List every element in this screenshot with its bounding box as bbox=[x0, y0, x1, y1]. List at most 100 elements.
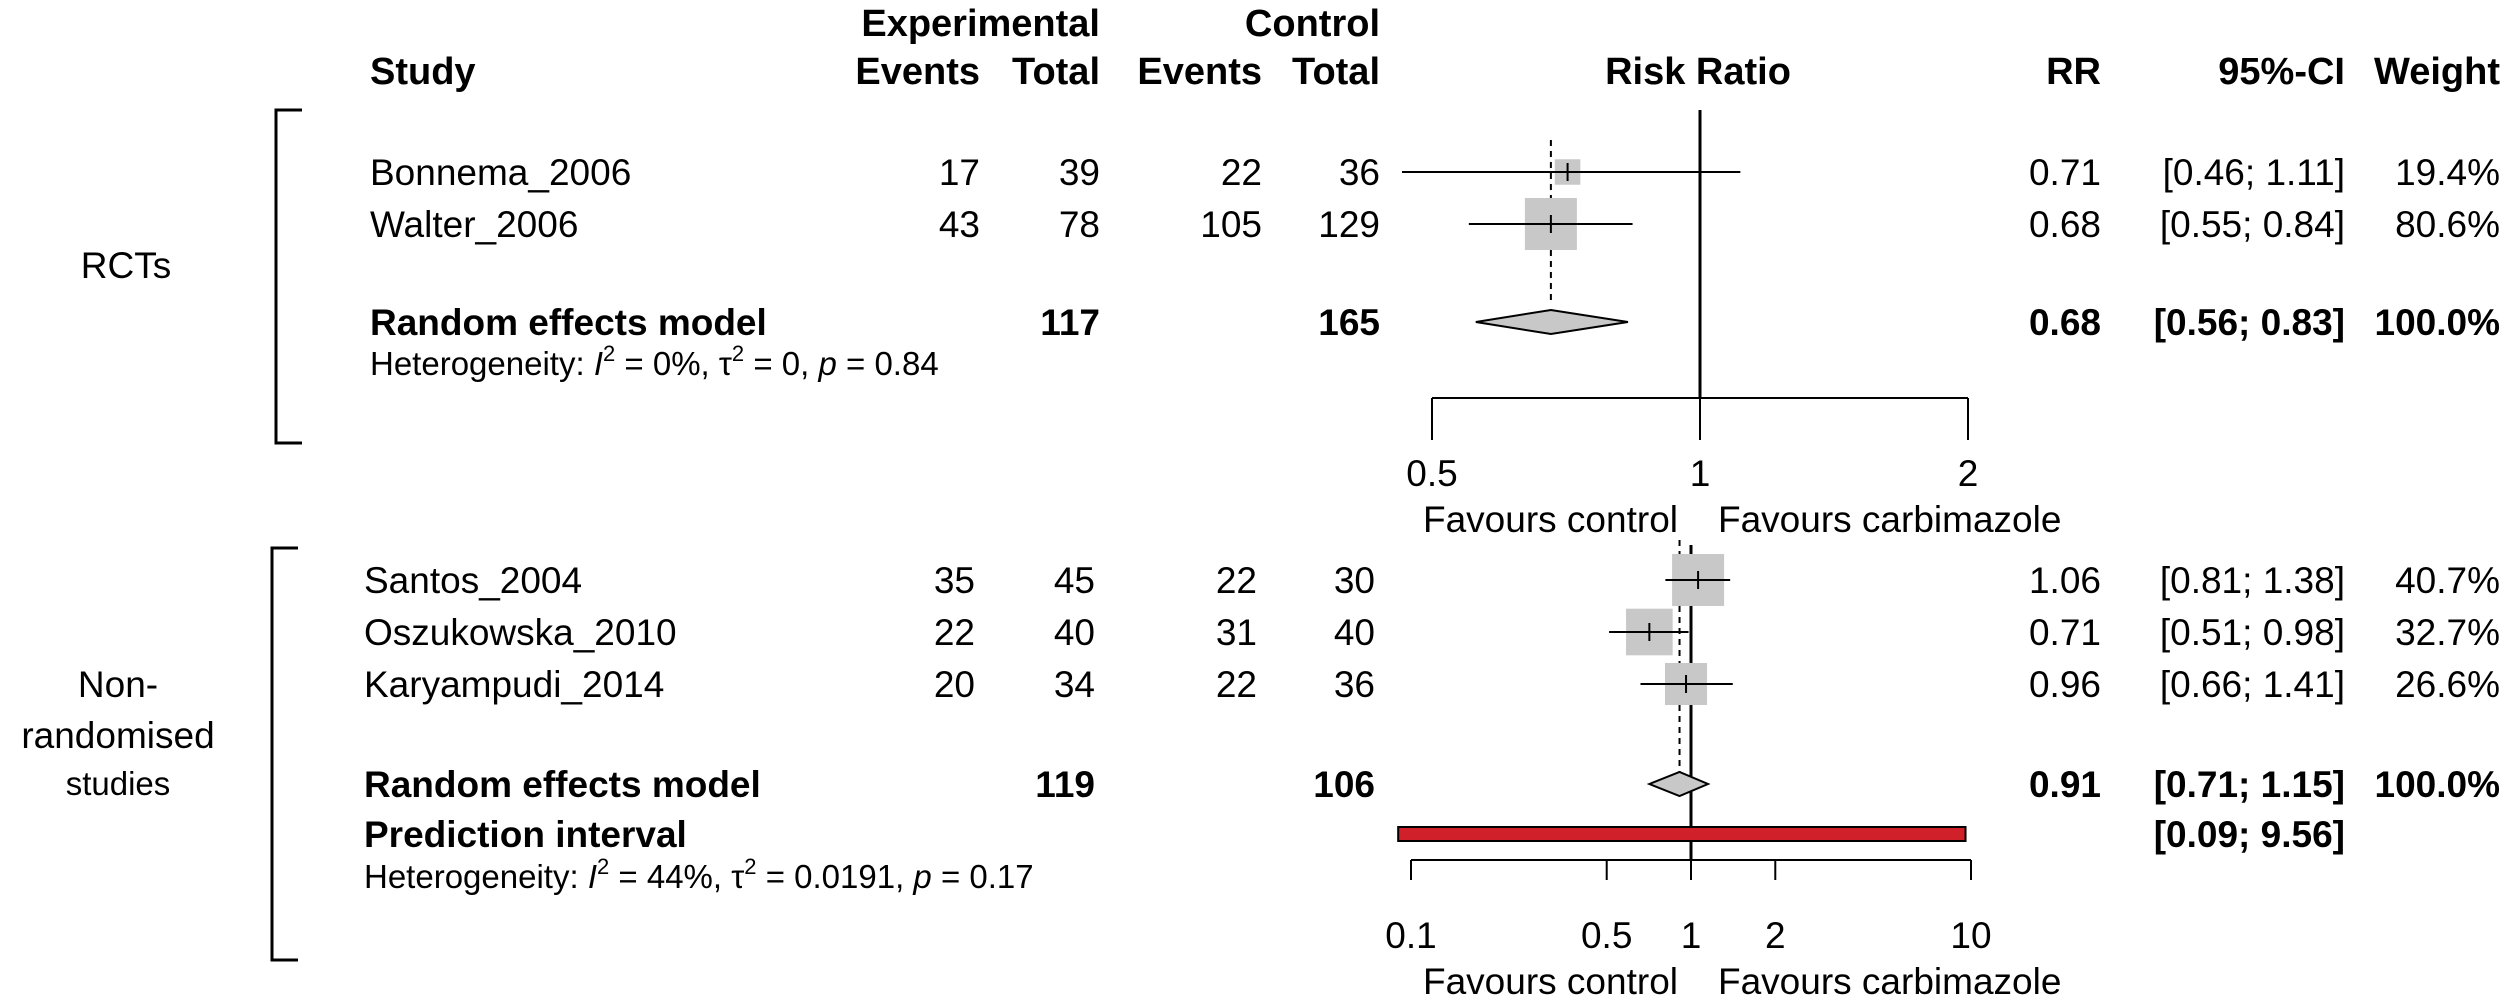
study-name: Bonnema_2006 bbox=[370, 152, 631, 193]
x-axis-tick-label: 1 bbox=[1681, 915, 1702, 956]
ci-value: [0.46; 1.11] bbox=[2163, 152, 2345, 193]
study-name: Santos_2004 bbox=[364, 560, 582, 601]
heterogeneity-part: = bbox=[932, 858, 970, 895]
group-label: randomised bbox=[21, 715, 214, 756]
pooled-diamond bbox=[1475, 308, 1629, 336]
heterogeneity-part: 0.17 bbox=[969, 858, 1033, 895]
heterogeneity-text: Heterogeneity: I2 = 44%, τ2 = 0.0191, p … bbox=[364, 854, 1034, 895]
exp-events: 22 bbox=[934, 612, 975, 653]
heterogeneity-part: p bbox=[912, 858, 931, 895]
heterogeneity-part: I bbox=[594, 345, 603, 382]
favours-right-label: Favours carbimazole bbox=[1718, 499, 2061, 540]
rr-value: 1.06 bbox=[2029, 560, 2101, 601]
ctrl-events: 22 bbox=[1221, 152, 1262, 193]
pooled-rr: 0.91 bbox=[2029, 764, 2101, 805]
study-name: Karyampudi_2014 bbox=[364, 664, 664, 705]
heterogeneity-part: , bbox=[895, 858, 913, 895]
x-axis-tick-label: 10 bbox=[1950, 915, 1991, 956]
exp-total: 45 bbox=[1054, 560, 1095, 601]
pooled-label: Random effects model bbox=[364, 764, 761, 805]
exp-events: 35 bbox=[934, 560, 975, 601]
ctrl-total: 129 bbox=[1318, 204, 1380, 245]
group-label: RCTs bbox=[81, 245, 171, 286]
pooled-exp-total: 117 bbox=[1040, 302, 1100, 343]
heterogeneity-part: 2 bbox=[732, 341, 744, 366]
header-weight: Weight bbox=[2374, 51, 2500, 93]
ctrl-total: 40 bbox=[1334, 612, 1375, 653]
header-rr: RR bbox=[2046, 51, 2101, 93]
heterogeneity-part: Heterogeneity: bbox=[364, 858, 588, 895]
heterogeneity-part: = bbox=[609, 858, 647, 895]
rr-value: 0.96 bbox=[2029, 664, 2101, 705]
group-bracket bbox=[274, 108, 302, 445]
header-study: Study bbox=[370, 51, 476, 93]
x-axis-tick-label: 1 bbox=[1690, 453, 1711, 494]
exp-total: 40 bbox=[1054, 612, 1095, 653]
pooled-exp-total: 119 bbox=[1035, 764, 1095, 805]
heterogeneity-part: Heterogeneity: bbox=[370, 345, 594, 382]
pooled-rr: 0.68 bbox=[2029, 302, 2101, 343]
heterogeneity-text: Heterogeneity: I2 = 0%, τ2 = 0, p = 0.84 bbox=[370, 341, 939, 382]
heterogeneity-part: 2 bbox=[603, 341, 615, 366]
exp-events: 17 bbox=[939, 152, 980, 193]
pooled-diamond bbox=[1646, 770, 1711, 798]
heterogeneity-part: 2 bbox=[744, 854, 756, 879]
header-ci: 95%-CI bbox=[2218, 51, 2345, 93]
group-bracket bbox=[270, 546, 298, 962]
header-ctrl-total: Total bbox=[1292, 51, 1380, 93]
rr-value: 0.68 bbox=[2029, 204, 2101, 245]
pooled-label: Random effects model bbox=[370, 302, 767, 343]
x-axis-tick-label: 2 bbox=[1958, 453, 1979, 494]
group-label: studies bbox=[66, 765, 171, 802]
ctrl-events: 22 bbox=[1216, 664, 1257, 705]
heterogeneity-part: = bbox=[615, 345, 653, 382]
ci-value: [0.66; 1.41] bbox=[2160, 664, 2345, 705]
heterogeneity-part: I bbox=[588, 858, 597, 895]
heterogeneity-part: = bbox=[757, 858, 795, 895]
x-axis-tick-label: 2 bbox=[1765, 915, 1786, 956]
x-axis-tick-label: 0.1 bbox=[1385, 915, 1436, 956]
heterogeneity-part: 0% bbox=[653, 345, 701, 382]
ctrl-events: 31 bbox=[1216, 612, 1257, 653]
heterogeneity-part: 2 bbox=[597, 854, 609, 879]
x-axis-tick-label: 0.5 bbox=[1581, 915, 1632, 956]
ci-value: [0.81; 1.38] bbox=[2160, 560, 2345, 601]
pooled-ci: [0.56; 0.83] bbox=[2154, 302, 2345, 343]
heterogeneity-part: = bbox=[837, 345, 875, 382]
ci-value: [0.51; 0.98] bbox=[2160, 612, 2345, 653]
weight-value: 40.7% bbox=[2395, 560, 2500, 601]
weight-value: 32.7% bbox=[2395, 612, 2500, 653]
header-ctrl-events: Events bbox=[1137, 51, 1262, 93]
heterogeneity-part: = bbox=[744, 345, 782, 382]
header-experimental: Experimental bbox=[861, 3, 1100, 45]
pooled-ctrl-total: 106 bbox=[1313, 764, 1375, 805]
ctrl-total: 30 bbox=[1334, 560, 1375, 601]
ci-value: [0.55; 0.84] bbox=[2160, 204, 2345, 245]
study-name: Walter_2006 bbox=[370, 204, 578, 245]
exp-events: 43 bbox=[939, 204, 980, 245]
favours-right-label: Favours carbimazole bbox=[1718, 961, 2061, 1002]
weight-value: 80.6% bbox=[2395, 204, 2500, 245]
heterogeneity-part: 44% bbox=[647, 858, 713, 895]
pooled-weight: 100.0% bbox=[2375, 302, 2501, 343]
favours-left-label: Favours control bbox=[1423, 961, 1678, 1002]
study-name: Oszukowska_2010 bbox=[364, 612, 677, 653]
header-exp-events: Events bbox=[855, 51, 980, 93]
heterogeneity-part: p bbox=[817, 345, 836, 382]
favours-left-label: Favours control bbox=[1423, 499, 1678, 540]
exp-events: 20 bbox=[934, 664, 975, 705]
pooled-ci: [0.71; 1.15] bbox=[2154, 764, 2345, 805]
group-label: Non- bbox=[78, 664, 158, 705]
prediction-ci: [0.09; 9.56] bbox=[2154, 814, 2345, 855]
heterogeneity-part: 0.0191 bbox=[794, 858, 895, 895]
pooled-weight: 100.0% bbox=[2375, 764, 2501, 805]
rr-value: 0.71 bbox=[2029, 152, 2101, 193]
pooled-ctrl-total: 165 bbox=[1318, 302, 1380, 343]
ctrl-events: 105 bbox=[1200, 204, 1262, 245]
heterogeneity-part: , bbox=[800, 345, 818, 382]
x-axis-tick-label: 0.5 bbox=[1406, 453, 1457, 494]
header-risk-ratio: Risk Ratio bbox=[1605, 51, 1791, 93]
header-control: Control bbox=[1245, 3, 1380, 45]
exp-total: 34 bbox=[1054, 664, 1095, 705]
